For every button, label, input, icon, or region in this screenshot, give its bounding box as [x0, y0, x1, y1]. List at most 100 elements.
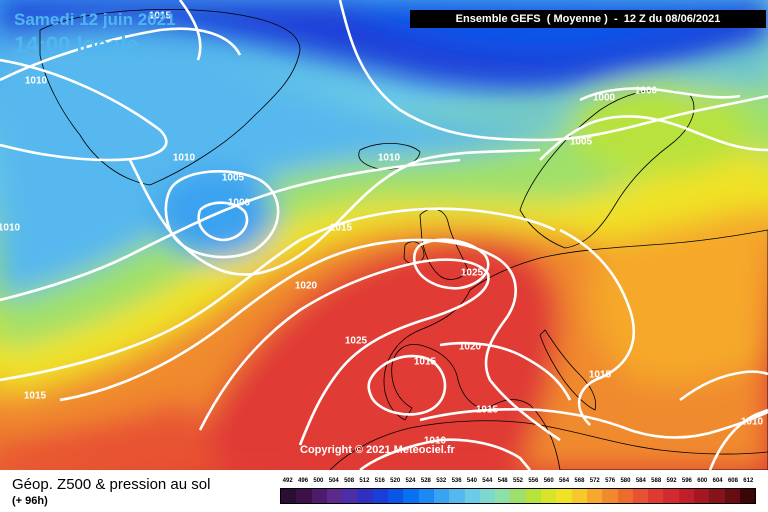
color-scale-value: 580 — [620, 478, 631, 484]
color-scale-swatch — [296, 489, 312, 503]
isobar-1015-med — [419, 408, 768, 439]
isobar-label: 1010 — [0, 222, 21, 234]
color-scale-value: 544 — [482, 478, 493, 484]
color-scale-swatch — [586, 489, 603, 503]
color-scale-value: 612 — [743, 478, 754, 484]
color-scale-value: 604 — [712, 478, 723, 484]
color-scale-value: 512 — [359, 478, 370, 484]
map-canvas — [0, 0, 768, 470]
color-scale-swatch — [403, 489, 419, 503]
isobar-label: 1015 — [23, 390, 47, 402]
isobar-1015-balkans — [559, 228, 635, 426]
field-light-blue — [0, 34, 768, 341]
color-scale-swatch — [525, 489, 542, 503]
isobar-1015-iberia — [367, 354, 447, 416]
color-scale-swatch — [602, 489, 618, 503]
isobar-label: 1005 — [569, 136, 593, 148]
color-scale-value: 596 — [681, 478, 692, 484]
color-scale-value: 608 — [727, 478, 738, 484]
isobar-1000 — [197, 201, 249, 242]
isobar-1015-east — [679, 370, 768, 402]
color-scale-value: 600 — [697, 478, 708, 484]
legend-title: Géop. Z500 & pression au sol — [12, 476, 211, 493]
land-greenland — [39, 9, 301, 186]
isobar-label: 1005 — [221, 172, 245, 184]
isobar-1025-uk — [412, 238, 490, 290]
color-scale-swatch — [709, 489, 725, 503]
color-scale-value: 592 — [666, 478, 677, 484]
isobar-1020 — [59, 238, 561, 442]
color-scale-swatch — [739, 489, 756, 503]
color-scale-value: 564 — [559, 478, 570, 484]
isobar-label: 1015 — [588, 369, 612, 381]
isobar-1010-greenland — [0, 58, 168, 162]
isobar-label: 1015 — [413, 356, 437, 368]
color-scale-swatch — [418, 489, 434, 503]
color-scale-value: 508 — [344, 478, 355, 484]
color-scale-value: 540 — [466, 478, 477, 484]
isobar-label: 1010 — [423, 435, 447, 447]
color-scale-value: 528 — [420, 478, 431, 484]
color-scale-swatch — [541, 489, 557, 503]
isobar-label: 1010 — [740, 416, 764, 428]
color-scale-value: 556 — [528, 478, 539, 484]
isobar-label: 1025 — [344, 335, 368, 347]
isobar-1010-top — [178, 0, 202, 61]
land-scandinavia — [519, 89, 695, 249]
model-run-banner: Ensemble GEFS ( Moyenne ) - 12 Z du 08/0… — [410, 10, 766, 28]
color-scale-value: 560 — [543, 478, 554, 484]
land-british-isles — [403, 208, 469, 280]
color-scale-value: 548 — [497, 478, 508, 484]
color-scale-swatch — [464, 489, 480, 503]
field-scandinavia — [570, 85, 750, 175]
isobar-label: 1015 — [329, 222, 353, 234]
color-scale-value: 572 — [589, 478, 600, 484]
copyright-notice: Copyright © 2021 Meteociel.fr — [300, 444, 455, 456]
isobar-label: 1010 — [172, 152, 196, 164]
color-scale-swatch — [449, 489, 465, 503]
color-scale-value: 584 — [635, 478, 646, 484]
isobar-label: 1015 — [475, 404, 499, 416]
color-scale-value: 536 — [451, 478, 462, 484]
isobar-1015-atlantic — [0, 158, 461, 302]
color-scale-swatch — [342, 489, 358, 503]
color-scale-value: 532 — [436, 478, 447, 484]
color-scale-value: 524 — [405, 478, 416, 484]
field-red-west — [0, 400, 220, 470]
color-scale-swatch — [357, 489, 373, 503]
color-scale-swatch — [479, 489, 496, 503]
color-scale-swatch — [433, 489, 450, 503]
color-scale-value: 576 — [605, 478, 616, 484]
isobar-label: 1010 — [24, 75, 48, 87]
color-scale-value: 588 — [651, 478, 662, 484]
color-scale-swatch — [632, 489, 649, 503]
color-scale-swatch — [571, 489, 587, 503]
color-scale-swatch — [694, 489, 710, 503]
weather-map: 1015 1010 1010 1005 1000 1010 1010 1015 … — [0, 0, 768, 470]
isobar-1010-south — [128, 148, 541, 276]
color-scale-swatch — [510, 489, 526, 503]
isobar-label: 1020 — [458, 341, 482, 353]
isobar-label: 1000 — [592, 92, 616, 104]
isobar-1000-scandinavia — [579, 87, 741, 102]
color-scale-swatch — [311, 489, 327, 503]
forecast-date: Samedi 12 juin 2021 — [14, 10, 176, 29]
color-scale-value: 516 — [374, 478, 385, 484]
color-scale-value: 520 — [390, 478, 401, 484]
isobar-label: 1015 — [148, 10, 172, 22]
color-scale-value: 568 — [574, 478, 585, 484]
color-scale-swatch — [663, 489, 679, 503]
isobar-1005 — [164, 170, 280, 259]
isobar-label: 1000 — [634, 85, 658, 97]
isobars — [0, 0, 768, 470]
isobar-label: 1000 — [227, 197, 251, 209]
isobar-1010-west — [0, 27, 242, 82]
color-scale-swatch — [388, 489, 404, 503]
isobar-label: 1010 — [377, 152, 401, 164]
color-scale-swatch — [326, 489, 343, 503]
color-scale-labels: 492 496 500 504 508 512 516 520 524 528 532 536 540 5… — [280, 478, 756, 488]
color-scale-swatch — [372, 489, 389, 503]
isobar-1020-med — [439, 341, 572, 401]
color-scale-value: 504 — [328, 478, 339, 484]
land-italy — [539, 329, 597, 411]
